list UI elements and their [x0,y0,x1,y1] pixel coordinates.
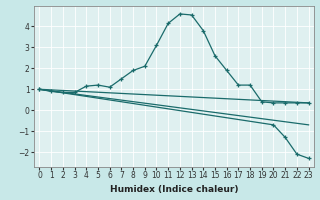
X-axis label: Humidex (Indice chaleur): Humidex (Indice chaleur) [110,185,238,194]
